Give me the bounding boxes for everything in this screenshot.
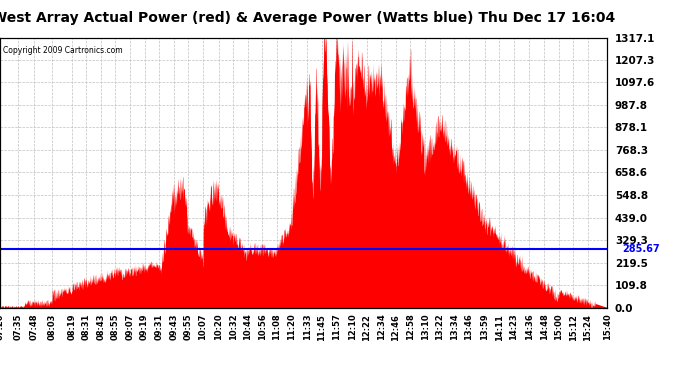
- Text: West Array Actual Power (red) & Average Power (Watts blue) Thu Dec 17 16:04: West Array Actual Power (red) & Average …: [0, 11, 615, 25]
- Text: 285.67: 285.67: [622, 244, 660, 254]
- Text: Copyright 2009 Cartronics.com: Copyright 2009 Cartronics.com: [3, 46, 123, 55]
